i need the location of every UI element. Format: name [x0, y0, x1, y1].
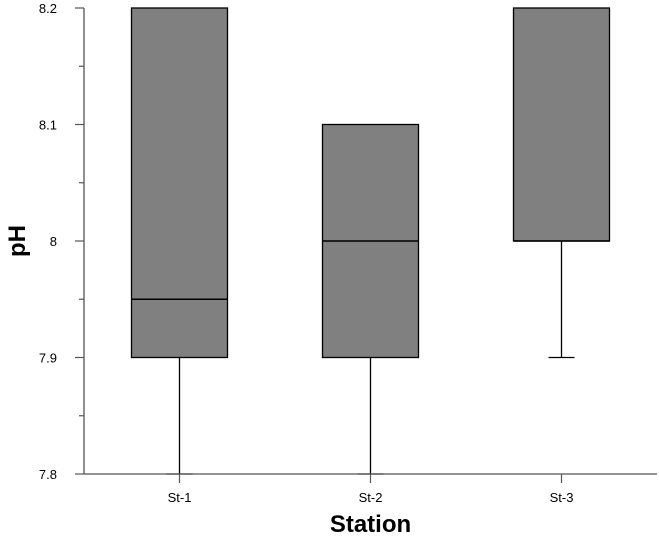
- x-tick-label: St-2: [359, 490, 383, 505]
- axes: 7.8 7.9 8 8.1 8.2 St-1 St-2 St-3: [39, 1, 657, 505]
- x-axis-title: Station: [330, 511, 411, 538]
- y-tick-label: 8.1: [39, 118, 57, 133]
- y-tick-label: 8: [50, 234, 57, 249]
- x-tick-label: St-1: [168, 490, 192, 505]
- box-st-2: [321, 123, 420, 475]
- box-st-1: [130, 7, 229, 475]
- y-tick-label: 7.8: [39, 467, 57, 482]
- x-tick-label: St-3: [550, 490, 574, 505]
- plot-area: [130, 7, 611, 475]
- iqr-box: [512, 7, 611, 242]
- y-tick-label: 8.2: [39, 1, 57, 16]
- box-st-3: [512, 7, 611, 359]
- y-tick-label: 7.9: [39, 351, 57, 366]
- iqr-box: [130, 7, 229, 359]
- y-axis-title: pH: [4, 225, 31, 257]
